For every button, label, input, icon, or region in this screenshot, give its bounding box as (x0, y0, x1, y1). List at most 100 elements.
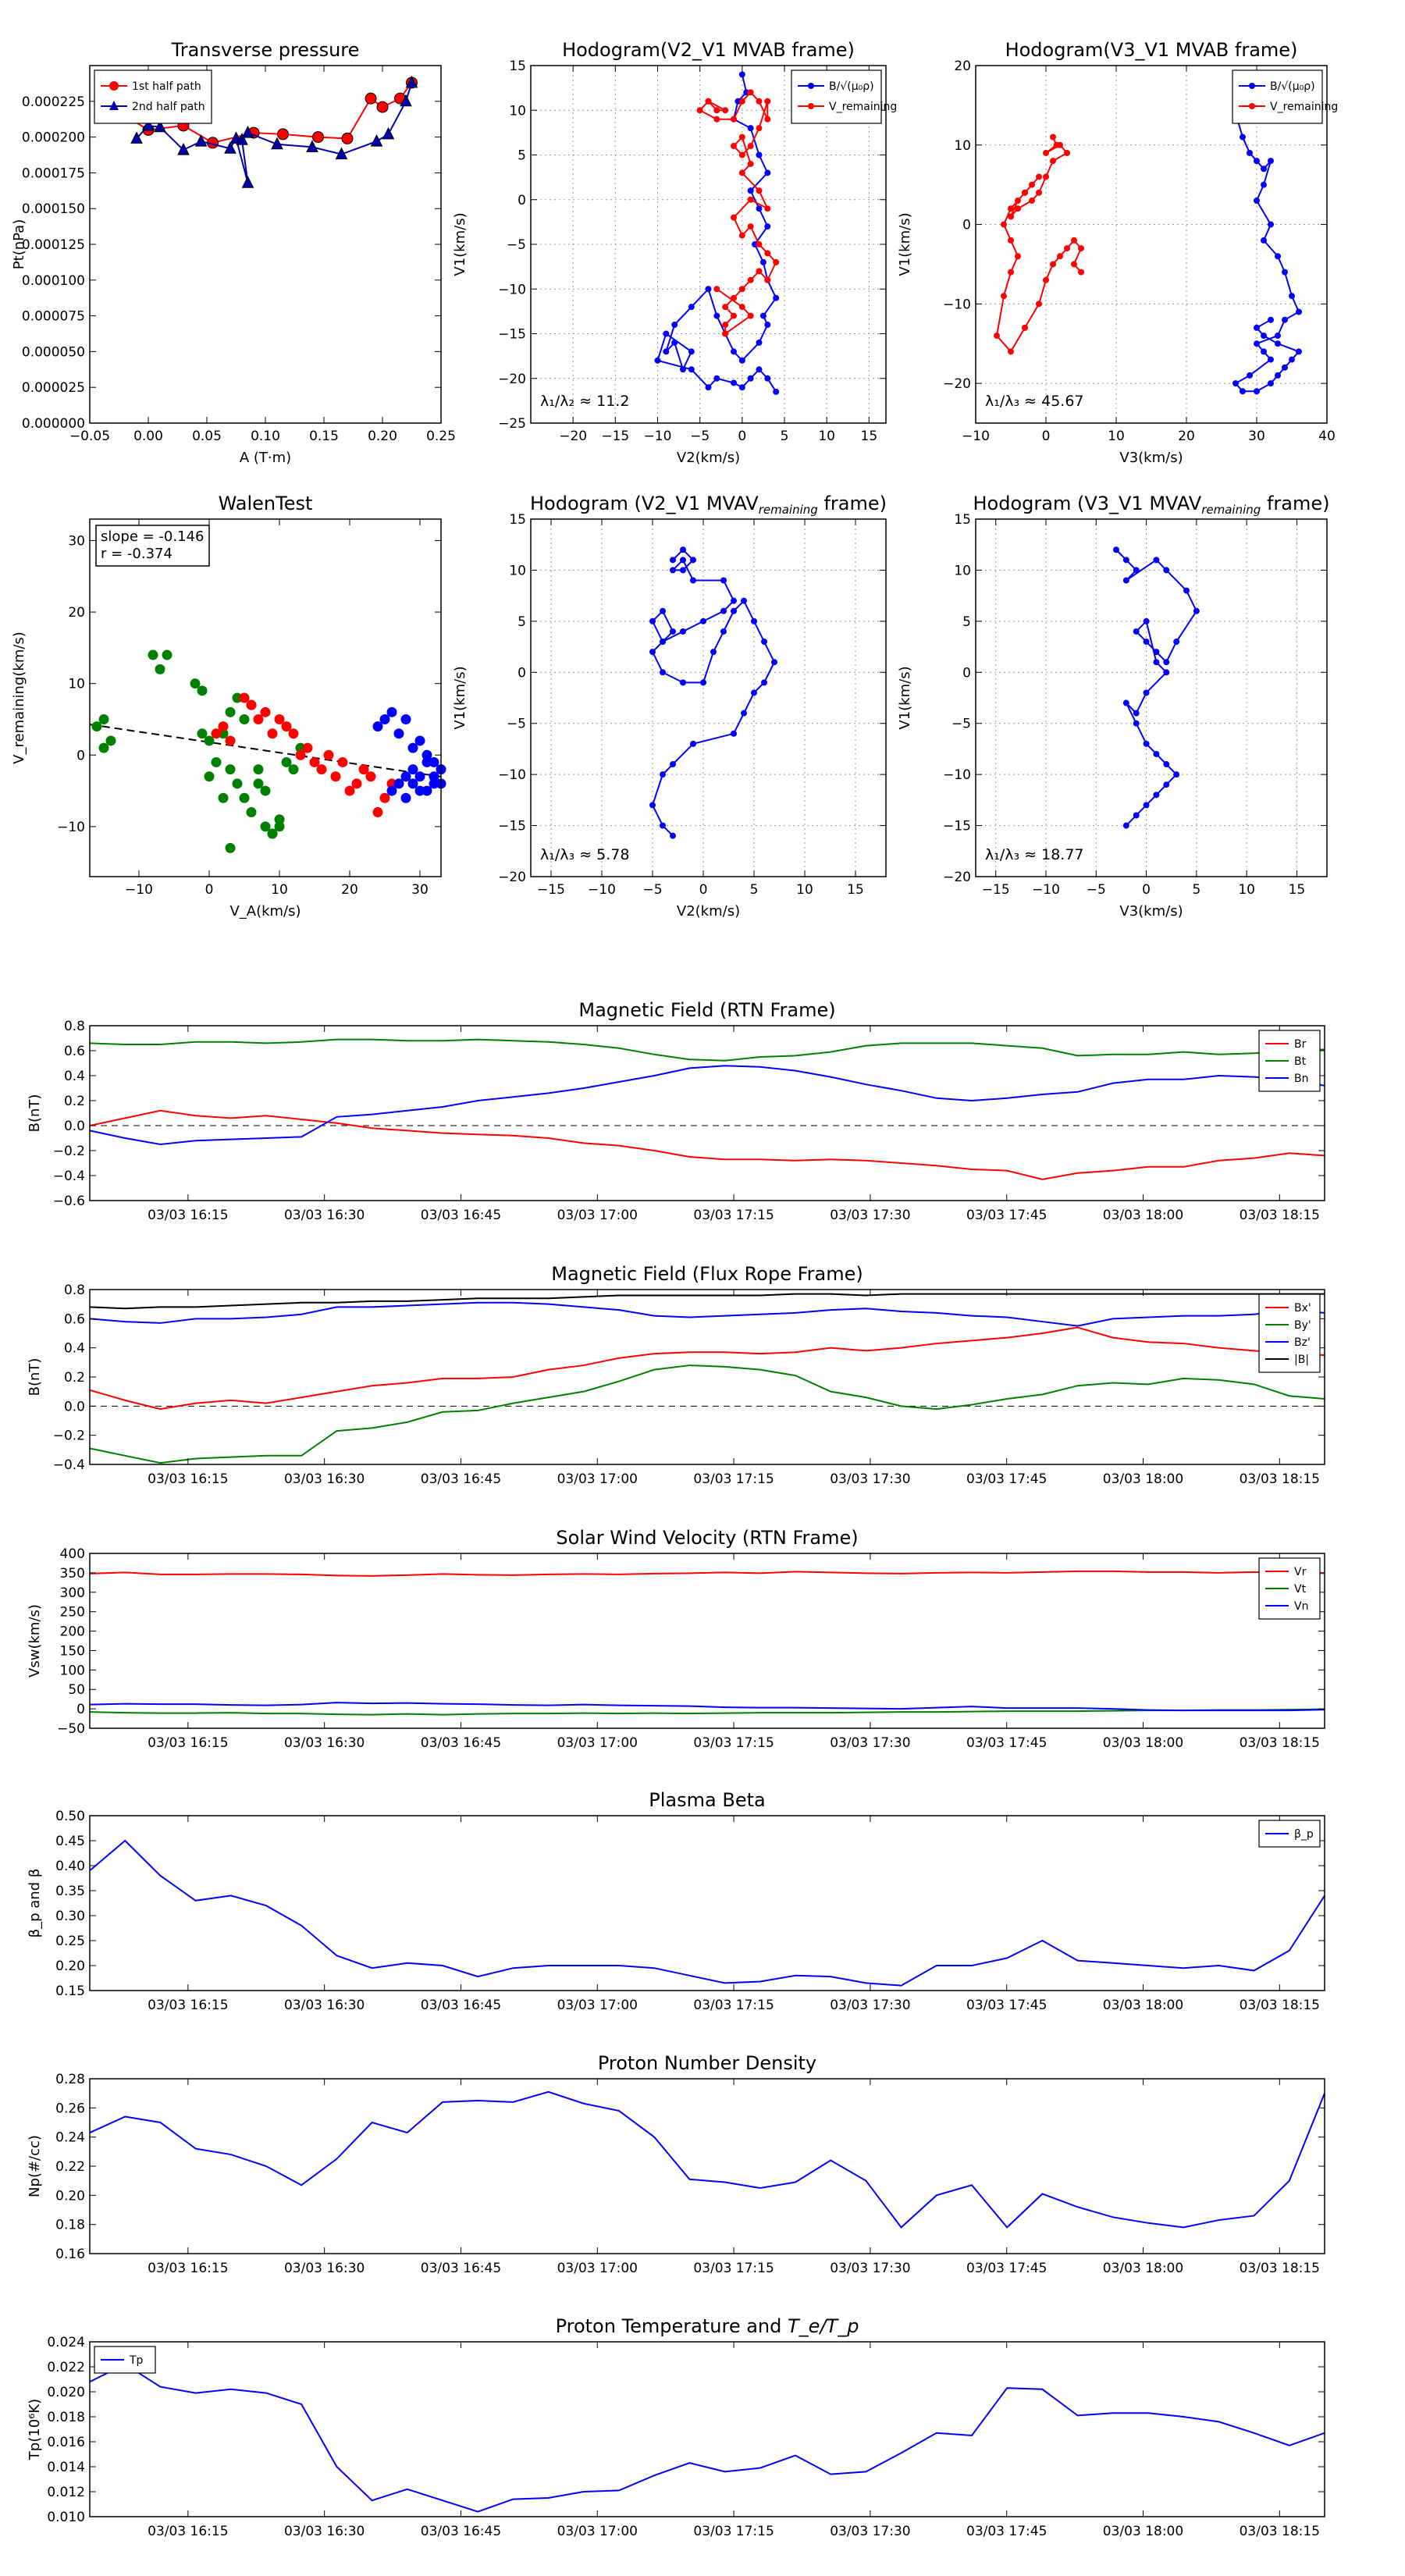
data-point (1143, 639, 1150, 646)
data-point (224, 141, 237, 154)
data-point (761, 679, 767, 686)
chart-7: 03/03 16:15 03/03 16:30 03/03 16:45 03/03 1… (27, 1263, 1325, 1487)
x-tick-label: 03/03 17:15 (693, 2261, 774, 2276)
y-axis-label: B(nT) (27, 1358, 43, 1397)
chart-2: −10 0 10 20 30 40 −20 −10 0 10 20 Hodogram(V3_V1 MV… (897, 39, 1338, 466)
data-point (407, 778, 418, 789)
y-tick-label: 0.8 (64, 1283, 85, 1298)
data-point (1113, 546, 1119, 553)
x-tick-label: 03/03 18:00 (1103, 1998, 1183, 2013)
data-point (204, 735, 215, 746)
x-tick-label: 0.15 (309, 429, 339, 444)
x-tick-label: 03/03 16:15 (148, 1208, 228, 1223)
chart-1: −20 −15 −10 −5 0 5 10 15 −25 −20 −15 −10 −5 0 5 10 15 Hod… (452, 39, 897, 466)
plot-frame (89, 1553, 1325, 1729)
plot-background (90, 1816, 1325, 1991)
x-tick-label: 03/03 17:00 (557, 1471, 638, 1487)
data-point (1153, 750, 1160, 757)
data-point (720, 628, 727, 635)
title-part: Hodogram (V3_V1 MVAV (973, 493, 1202, 514)
data-point (407, 764, 418, 775)
x-tick-label: 03/03 17:00 (557, 1208, 638, 1223)
data-point (738, 133, 745, 141)
data-point (660, 639, 666, 646)
data-point (764, 276, 771, 283)
data-point (400, 792, 411, 803)
title-subscript: remaining (1201, 503, 1261, 517)
x-tick-label: 03/03 17:30 (830, 2261, 910, 2276)
data-point (764, 250, 771, 257)
y-tick-label: 0 (518, 193, 526, 208)
data-point (1240, 133, 1246, 141)
data-point (1071, 261, 1077, 268)
data-point (197, 728, 208, 739)
y-tick-label: 0 (76, 1702, 85, 1717)
data-point (1029, 181, 1035, 188)
data-point (1275, 372, 1281, 379)
data-point (271, 137, 283, 150)
y-tick-label: 15 (509, 59, 526, 74)
y-tick-label: 15 (509, 512, 526, 528)
data-point (1036, 189, 1042, 196)
plot-frame (975, 65, 1328, 424)
y-axis-label: V1(km/s) (452, 666, 468, 729)
legend-label: Bt (1294, 1055, 1307, 1068)
data-point (680, 366, 686, 373)
data-point (260, 785, 271, 796)
y-tick-label: −0.4 (53, 1457, 85, 1473)
data-point (738, 98, 745, 105)
data-point (747, 375, 754, 382)
data-point (1261, 165, 1267, 173)
data-point (1015, 197, 1021, 205)
data-point (274, 814, 285, 825)
data-point (288, 764, 299, 775)
plot-frame (89, 1815, 1325, 1991)
data-point (671, 339, 678, 346)
chart-9: 03/03 16:15 03/03 16:30 03/03 16:45 03/03 1… (27, 1789, 1325, 2013)
data-point (105, 735, 116, 746)
data-point (344, 785, 355, 796)
data-point (756, 339, 763, 346)
data-point (1268, 221, 1274, 228)
x-axis-label: V2(km/s) (677, 903, 740, 920)
data-point (241, 176, 254, 188)
data-point (1022, 189, 1028, 196)
data-point (130, 131, 143, 144)
data-point (239, 713, 250, 724)
data-point (372, 807, 383, 818)
y-axis-label: Vsw(km/s) (27, 1604, 43, 1678)
data-point (690, 577, 696, 584)
data-point (688, 366, 695, 373)
data-point (713, 116, 720, 123)
data-point (393, 728, 404, 739)
y-tick-label: −0.4 (53, 1169, 85, 1184)
series-line-0 (89, 1839, 1325, 1987)
data-point (764, 375, 771, 382)
legend-label: Bx' (1294, 1302, 1311, 1315)
stats-line: slope = -0.146 (101, 528, 204, 545)
data-point (738, 357, 745, 364)
data-point (1133, 628, 1140, 635)
data-point (1008, 269, 1014, 276)
data-point (386, 706, 397, 717)
data-point (759, 258, 767, 265)
data-point (218, 792, 229, 803)
data-point (738, 169, 745, 176)
series-line-2 (89, 1301, 1325, 1327)
legend-box (94, 69, 212, 124)
data-point (688, 304, 695, 311)
data-point (713, 286, 720, 293)
legend-marker (109, 101, 119, 110)
chart-title: Hodogram (V2_V1 MVAVremaining frame) (530, 493, 887, 517)
data-point (407, 742, 418, 753)
data-point (1078, 269, 1084, 276)
data-point (1173, 639, 1180, 646)
data-point (700, 617, 706, 624)
data-point (747, 143, 754, 150)
data-point (756, 125, 763, 132)
data-point (1143, 617, 1150, 624)
legend-label: V_remaining (829, 101, 897, 113)
data-point (705, 98, 712, 105)
data-point (274, 713, 285, 724)
data-point (756, 187, 763, 194)
